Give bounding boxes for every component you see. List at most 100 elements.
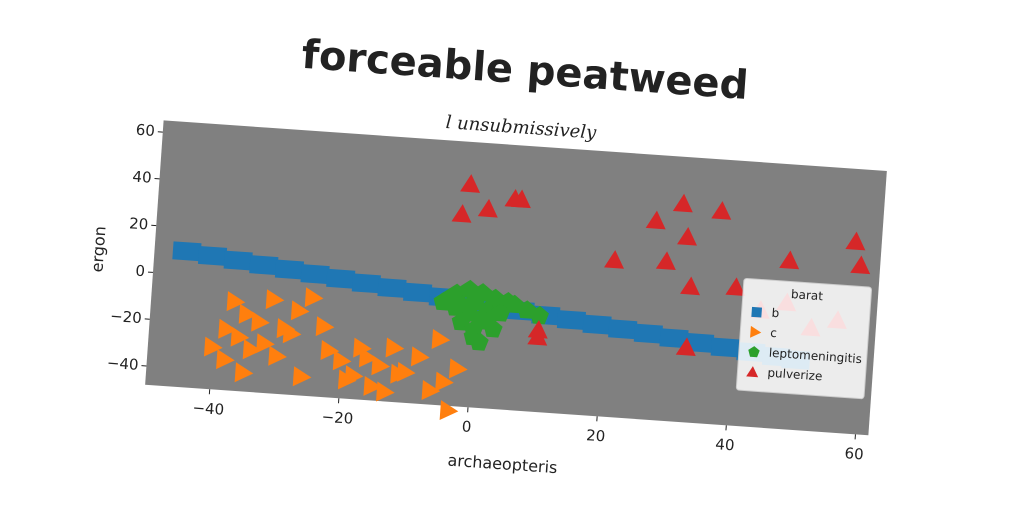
point [680,276,701,296]
point [556,310,587,330]
point [633,323,663,344]
point [510,189,531,209]
point [230,326,250,347]
point [226,291,246,312]
point [292,366,312,387]
point [268,345,287,366]
point [655,251,676,270]
chart-title: forceable peatweed [300,32,750,109]
legend-marker [751,306,763,318]
point [351,273,381,294]
point [410,346,430,367]
point [477,198,498,218]
point [376,381,395,402]
point [390,363,409,384]
point [274,259,305,280]
legend-label: leptomeningitis [768,346,862,366]
point [251,311,270,332]
point [234,362,254,383]
legend-label: pulverize [767,366,823,384]
y-tick-label: 60 [135,121,155,140]
x-tick-label: 60 [844,444,864,463]
y-tick-label: −40 [106,354,139,374]
point [469,332,489,351]
point [659,328,689,349]
x-tick-label: −20 [321,408,354,428]
point [249,255,279,276]
legend-label: b [771,306,780,320]
x-tick-label: 20 [586,426,606,445]
point [223,250,253,271]
y-tick-label: 20 [129,214,149,233]
point [300,264,330,285]
point [315,316,335,337]
point [256,333,275,354]
legend-label: c [770,326,778,340]
plot-area [145,120,887,436]
point [320,340,340,360]
point [477,311,497,331]
point [265,289,285,310]
legend-marker [746,366,759,378]
y-tick-label: 0 [135,262,146,281]
point [710,337,740,358]
point [332,350,352,371]
point [604,250,624,269]
x-axis-label: archaeopteris [447,451,558,478]
point [363,375,383,396]
point [677,226,697,246]
x-tick-label: −40 [192,399,225,419]
point [530,305,549,325]
point [403,282,433,303]
point [353,337,372,358]
legend-marker [748,346,760,358]
point [203,336,223,357]
point [421,380,441,400]
legend-title: barat [791,287,824,303]
chart-subtitle: l unsubmissively [445,112,598,144]
point [449,358,468,379]
point [304,287,324,308]
point [435,371,454,392]
legend-marker [750,325,762,338]
point [645,210,666,230]
point [725,277,746,297]
point [385,337,405,358]
point [218,318,237,339]
point [711,201,732,220]
point [377,278,407,298]
point [290,300,310,321]
y-axis-label: ergon [87,225,109,272]
point [326,268,356,289]
point [172,241,202,262]
point [675,337,696,357]
point [672,193,693,213]
point [850,255,871,275]
point [451,204,472,223]
x-tick-label: 40 [715,435,735,454]
point [431,329,451,349]
y-tick-label: −20 [110,307,143,327]
point [433,292,453,311]
point [685,332,715,353]
point [216,349,235,370]
point [473,283,493,302]
point [527,326,548,346]
point [197,245,228,266]
point [337,369,357,390]
point [845,231,866,251]
point [439,400,459,421]
rotated-figure: forceable peatweed l unsubmissively arch… [87,32,887,478]
point [779,250,800,270]
point [460,174,481,193]
point [582,314,612,335]
point [608,319,638,340]
point [371,355,391,376]
point [491,303,511,322]
legend-box [735,277,873,400]
point [238,303,258,324]
x-tick-label: 0 [461,417,472,436]
